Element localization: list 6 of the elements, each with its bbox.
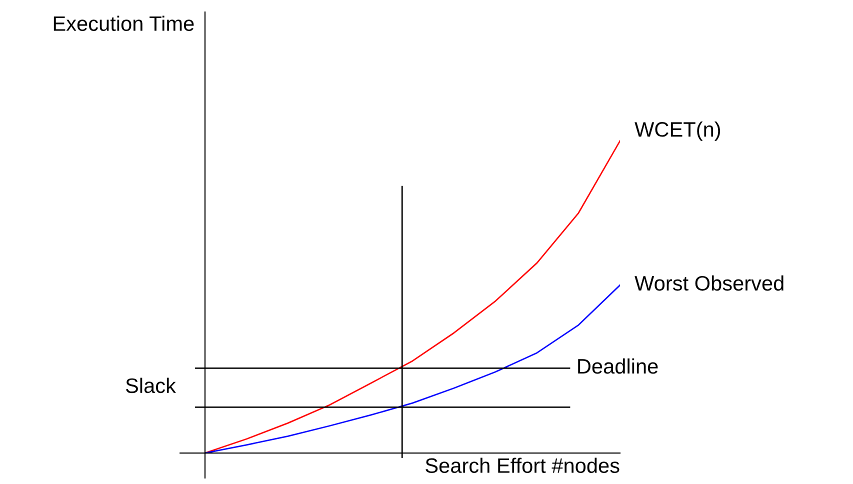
text: Execution Time [54, 16, 194, 32]
series-label: WCET(n) [634, 121, 720, 141]
ref-line-label: Deadline [578, 358, 658, 374]
x-axis-title: Search Effort #nodes [426, 458, 620, 473]
text: Slack [126, 378, 176, 394]
series-label: Worst Observed [634, 275, 784, 291]
